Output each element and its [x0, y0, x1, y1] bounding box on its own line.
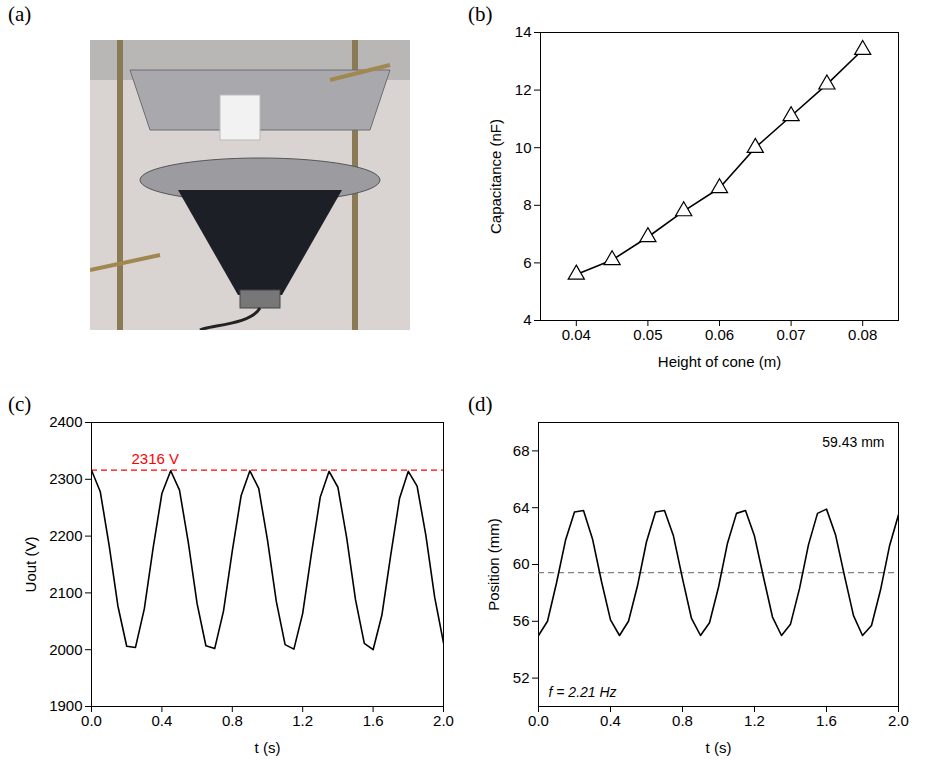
svg-text:1.6: 1.6: [363, 712, 384, 729]
svg-text:68: 68: [513, 442, 530, 459]
svg-text:t (s): t (s): [255, 739, 281, 756]
svg-text:8: 8: [523, 196, 531, 213]
svg-text:2.0: 2.0: [433, 712, 454, 729]
svg-text:0.0: 0.0: [81, 712, 102, 729]
svg-text:t (s): t (s): [706, 739, 732, 756]
svg-text:0.0: 0.0: [528, 712, 549, 729]
svg-text:0.8: 0.8: [672, 712, 693, 729]
svg-text:0.06: 0.06: [705, 326, 734, 343]
svg-text:4: 4: [523, 311, 531, 328]
svg-text:12: 12: [515, 81, 532, 98]
svg-text:0.07: 0.07: [776, 326, 805, 343]
svg-text:2200: 2200: [49, 527, 82, 544]
svg-text:2000: 2000: [49, 641, 82, 658]
svg-text:0.08: 0.08: [848, 326, 877, 343]
html-text:(c): (c): [8, 392, 32, 416]
svg-text:2100: 2100: [49, 584, 82, 601]
svg-text:6: 6: [523, 254, 531, 271]
html-text:(a): (a): [8, 2, 32, 26]
svg-text:64: 64: [513, 499, 530, 516]
svg-text:Height of cone (m): Height of cone (m): [658, 353, 781, 370]
svg-text:0.8: 0.8: [222, 712, 243, 729]
svg-text:Position (mm): Position (mm): [485, 518, 502, 611]
html-text:(b): (b): [468, 2, 493, 26]
svg-text:1.6: 1.6: [816, 712, 837, 729]
svg-text:0.04: 0.04: [562, 326, 591, 343]
svg-text:1.2: 1.2: [744, 712, 765, 729]
svg-text:14: 14: [515, 23, 532, 40]
svg-text:f = 2.21 Hz: f = 2.21 Hz: [549, 684, 617, 700]
svg-text:Capacitance (nF): Capacitance (nF): [487, 119, 504, 234]
svg-text:0.4: 0.4: [151, 712, 172, 729]
svg-text:0.4: 0.4: [600, 712, 621, 729]
svg-text:59.43 mm: 59.43 mm: [822, 434, 884, 450]
svg-text:1.2: 1.2: [292, 712, 313, 729]
html-text:(d): (d): [468, 392, 493, 416]
svg-text:2400: 2400: [49, 413, 82, 430]
svg-text:2316 V: 2316 V: [132, 450, 180, 467]
svg-text:2300: 2300: [49, 470, 82, 487]
svg-text:10: 10: [515, 139, 532, 156]
svg-text:52: 52: [513, 669, 530, 686]
svg-text:2.0: 2.0: [888, 712, 909, 729]
svg-text:60: 60: [513, 555, 530, 572]
svg-text:0.05: 0.05: [633, 326, 662, 343]
svg-text:Uout (V): Uout (V): [22, 537, 39, 593]
svg-text:1900: 1900: [49, 697, 82, 714]
svg-text:56: 56: [513, 612, 530, 629]
